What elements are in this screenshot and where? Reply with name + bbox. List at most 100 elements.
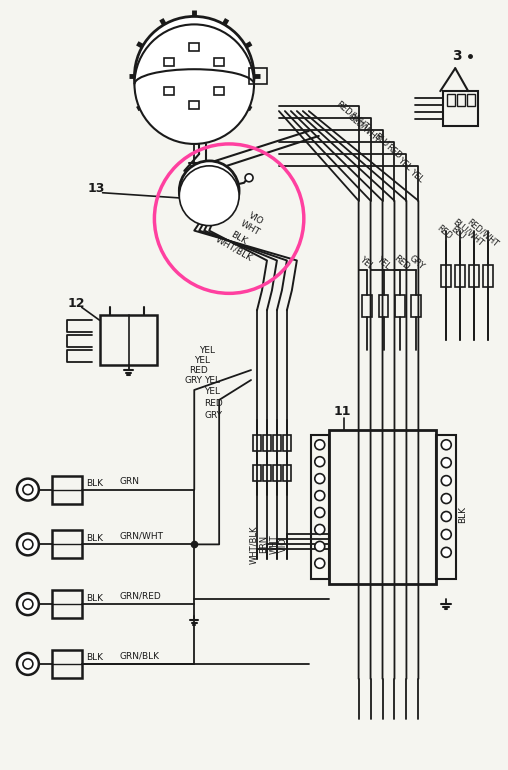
Bar <box>214 58 224 65</box>
Bar <box>378 296 389 317</box>
Text: BLU/WHT: BLU/WHT <box>346 112 382 144</box>
Text: GRY: GRY <box>184 376 202 384</box>
Circle shape <box>174 56 214 96</box>
Bar <box>395 296 405 317</box>
Text: WHT/BLK: WHT/BLK <box>249 525 259 564</box>
Bar <box>52 591 82 618</box>
Bar <box>329 430 436 584</box>
Text: GRN/BLK: GRN/BLK <box>119 651 160 661</box>
Circle shape <box>179 166 239 226</box>
Bar <box>189 101 199 109</box>
Text: BLU/WHT: BLU/WHT <box>451 217 485 248</box>
Text: BLU: BLU <box>449 224 467 241</box>
Bar <box>253 464 261 480</box>
Bar <box>273 464 281 480</box>
Bar <box>467 94 475 106</box>
Text: 13: 13 <box>88 182 105 196</box>
Text: GRN/WHT: GRN/WHT <box>119 532 164 541</box>
Text: RED/WHT: RED/WHT <box>334 99 371 132</box>
Circle shape <box>441 530 451 540</box>
Bar <box>311 435 329 579</box>
Text: RED: RED <box>384 142 403 161</box>
Circle shape <box>179 161 239 221</box>
Circle shape <box>135 16 254 136</box>
Bar <box>52 650 82 678</box>
Circle shape <box>23 659 33 669</box>
Circle shape <box>315 558 325 568</box>
Text: RED/WHT: RED/WHT <box>465 217 500 248</box>
Text: RED: RED <box>435 224 454 241</box>
Text: YEL: YEL <box>204 387 220 397</box>
Circle shape <box>441 476 451 486</box>
Text: BLK: BLK <box>86 654 103 662</box>
Bar <box>263 435 271 450</box>
Bar <box>469 266 479 287</box>
Text: YEL: YEL <box>358 254 375 271</box>
Text: BLK: BLK <box>86 479 103 488</box>
Circle shape <box>441 457 451 467</box>
Circle shape <box>315 440 325 450</box>
Circle shape <box>17 653 39 675</box>
Circle shape <box>315 507 325 517</box>
Text: YEL: YEL <box>199 346 215 355</box>
Bar <box>189 43 199 52</box>
Circle shape <box>315 457 325 467</box>
Bar <box>283 464 291 480</box>
Text: YEL: YEL <box>204 376 220 384</box>
Circle shape <box>23 540 33 549</box>
Bar <box>164 58 174 65</box>
Text: GRY: GRY <box>204 411 222 420</box>
Bar <box>436 435 456 579</box>
Bar <box>52 531 82 558</box>
Text: YEL: YEL <box>374 254 392 271</box>
Text: WHT: WHT <box>239 219 262 236</box>
Circle shape <box>315 541 325 551</box>
Text: BLK: BLK <box>229 230 248 246</box>
Text: GRN/RED: GRN/RED <box>119 591 161 601</box>
Text: RED: RED <box>204 400 223 408</box>
Circle shape <box>189 171 229 211</box>
Text: YEL: YEL <box>194 356 210 365</box>
Circle shape <box>17 479 39 500</box>
Bar <box>164 87 174 95</box>
Bar <box>253 435 261 450</box>
Circle shape <box>23 599 33 609</box>
Bar <box>214 87 224 95</box>
Bar <box>100 315 157 365</box>
Bar <box>263 464 271 480</box>
Text: WHT/BLK: WHT/BLK <box>214 234 254 263</box>
Text: BLK: BLK <box>86 594 103 603</box>
Circle shape <box>315 490 325 500</box>
Bar <box>411 296 421 317</box>
Bar <box>249 69 267 84</box>
Text: WHT: WHT <box>269 534 278 554</box>
Circle shape <box>156 38 232 114</box>
Circle shape <box>441 511 451 521</box>
Text: YEL: YEL <box>408 168 425 184</box>
Circle shape <box>17 534 39 555</box>
Circle shape <box>441 547 451 557</box>
Text: 3: 3 <box>452 49 462 63</box>
Circle shape <box>315 524 325 534</box>
Circle shape <box>245 174 253 182</box>
Bar <box>273 435 281 450</box>
Circle shape <box>315 474 325 484</box>
Circle shape <box>441 494 451 504</box>
Text: RED: RED <box>189 366 208 374</box>
Text: VIO: VIO <box>247 211 265 226</box>
Bar <box>52 476 82 504</box>
Text: VIO: VIO <box>279 537 289 552</box>
Circle shape <box>135 25 254 144</box>
Circle shape <box>441 440 451 450</box>
Circle shape <box>17 593 39 615</box>
Circle shape <box>23 484 33 494</box>
Bar <box>455 266 465 287</box>
Text: BRN: BRN <box>260 535 269 554</box>
Text: GRY: GRY <box>407 253 426 271</box>
Text: BLK: BLK <box>458 506 467 523</box>
Text: 12: 12 <box>68 296 85 310</box>
Bar <box>362 296 371 317</box>
Text: GRN: GRN <box>119 477 140 486</box>
Bar <box>447 94 455 106</box>
Text: 11: 11 <box>334 405 351 418</box>
